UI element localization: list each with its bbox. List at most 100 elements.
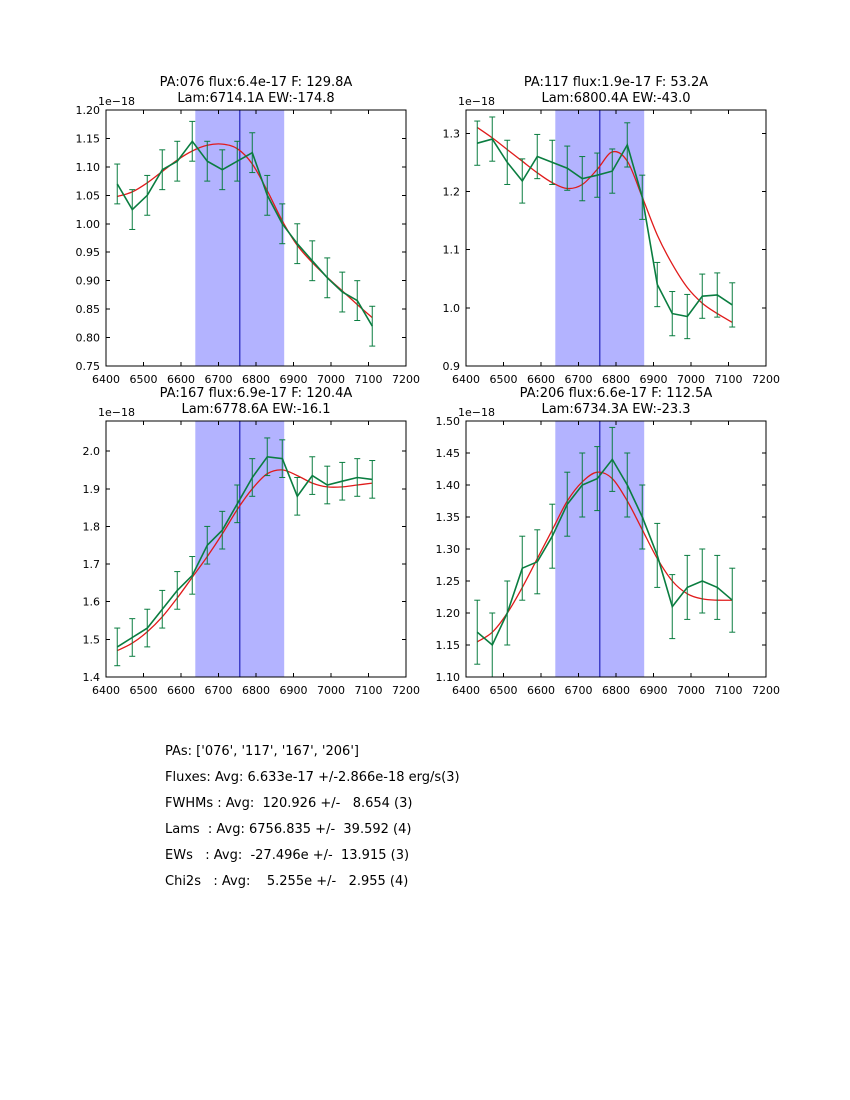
- tick-label: 7200: [752, 373, 780, 386]
- chart-title-pa117: PA:117 flux:1.9e-17 F: 53.2A Lam:6800.4A…: [466, 75, 766, 107]
- tick-label: 1.25: [436, 575, 461, 588]
- tick-label: 1.10: [76, 161, 101, 174]
- tick-label: 6400: [452, 373, 480, 386]
- tick-label: 1.20: [436, 607, 461, 620]
- tick-label: 6400: [452, 684, 480, 697]
- summary-line-pas: PAs: ['076', '117', '167', '206']: [165, 744, 359, 759]
- ticks: 6400 6500 6600 6700 6800 6900 7000 7100 7200 1.4 1…: [83, 421, 420, 697]
- tick-label: 6800: [242, 373, 270, 386]
- tick-label: 6900: [640, 373, 668, 386]
- tick-label: 7000: [317, 684, 345, 697]
- chart-pa117-plot: 6400 6500 6600 6700 6800 6900 7000 7100 7200 0.9 1…: [443, 109, 780, 386]
- tick-label: 1.5: [83, 633, 101, 646]
- tick-label: 1.3: [443, 127, 461, 140]
- chart-title-line2: Lam:6778.6A EW:-16.1: [181, 402, 331, 417]
- tick-label: 1.8: [83, 520, 101, 533]
- tick-label: 1.9: [83, 483, 101, 496]
- chart-pa167-plot: 6400 6500 6600 6700 6800 6900 7000 7100 7200 1.4 1…: [83, 420, 420, 697]
- tick-label: 6700: [565, 684, 593, 697]
- chart-pa076-plot: 6400 6500 6600 6700 6800 6900 7000 7100 7200 0.75…: [76, 105, 421, 386]
- chart-title-line1: PA:076 flux:6.4e-17 F: 129.8A: [159, 75, 353, 90]
- ticks: 6400 6500 6600 6700 6800 6900 7000 7100 7200 0.9 1…: [443, 110, 780, 386]
- fit-line: [476, 471, 733, 643]
- tick-label: 6600: [167, 684, 195, 697]
- tick-label: 1.30: [436, 543, 461, 556]
- tick-label: 7100: [715, 684, 743, 697]
- chart-title-line2: Lam:6800.4A EW:-43.0: [541, 91, 691, 106]
- fit-line: [117, 469, 373, 652]
- tick-label: 6700: [205, 373, 233, 386]
- tick-label: 6500: [130, 684, 158, 697]
- tick-label: 1.50: [436, 416, 461, 428]
- chart-title-pa076: PA:076 flux:6.4e-17 F: 129.8A Lam:6714.1…: [106, 75, 406, 107]
- summary-line-chi2s: Chi2s : Avg: 5.255e +/- 2.955 (4): [165, 874, 409, 889]
- chart-title-line1: PA:117 flux:1.9e-17 F: 53.2A: [523, 75, 709, 90]
- data-line: [116, 139, 373, 327]
- tick-label: 7000: [317, 373, 345, 386]
- summary-line-lams: Lams : Avg: 6756.835 +/- 39.592 (4): [165, 822, 412, 837]
- tick-label: 1.1: [443, 244, 461, 257]
- data-line: [477, 138, 733, 318]
- tick-label: 0.95: [76, 246, 101, 259]
- chart-title-line2: Lam:6734.3A EW:-23.3: [541, 402, 691, 417]
- tick-label: 6700: [565, 373, 593, 386]
- tick-label: 6900: [280, 684, 308, 697]
- tick-label: 6800: [242, 684, 270, 697]
- chart-title-pa167: PA:167 flux:6.9e-17 F: 120.4A Lam:6778.6…: [106, 386, 406, 418]
- summary-line-ews: EWs : Avg: -27.496e +/- 13.915 (3): [165, 848, 410, 863]
- tick-label: 1.6: [83, 596, 101, 609]
- tick-label: 6500: [130, 373, 158, 386]
- tick-label: 7100: [355, 684, 383, 697]
- tick-label: 1.05: [76, 189, 101, 202]
- summary-line-fwhms: FWHMs : Avg: 120.926 +/- 8.654 (3): [165, 796, 413, 811]
- tick-label: 0.75: [76, 360, 101, 373]
- y-offset-label: 1e−18: [98, 95, 135, 108]
- tick-label: 1.10: [436, 671, 461, 684]
- tick-label: 1.20: [76, 105, 101, 117]
- tick-label: 1.40: [436, 479, 461, 492]
- tick-label: 6600: [167, 373, 195, 386]
- data-line: [116, 455, 373, 648]
- tick-label: 1.00: [76, 218, 101, 231]
- tick-label: 7100: [355, 373, 383, 386]
- y-offset-label: 1e−18: [98, 406, 135, 419]
- tick-label: 6900: [280, 373, 308, 386]
- tick-label: 6900: [640, 684, 668, 697]
- chart-title-pa206: PA:206 flux:6.6e-17 F: 112.5A Lam:6734.3…: [466, 386, 766, 418]
- fit-line: [476, 126, 733, 323]
- y-offset-label: 1e−18: [458, 406, 495, 419]
- tick-label: 1.45: [436, 447, 461, 460]
- tick-label: 1.2: [443, 185, 461, 198]
- chart-title-line1: PA:167 flux:6.9e-17 F: 120.4A: [159, 386, 353, 401]
- tick-label: 1.4: [83, 671, 101, 684]
- chart-pa206-plot: 6400 6500 6600 6700 6800 6900 7000 7100 7200 1.10…: [436, 416, 781, 697]
- tick-label: 1.7: [83, 558, 101, 571]
- tick-label: 6400: [92, 684, 120, 697]
- tick-label: 6400: [92, 373, 120, 386]
- tick-label: 0.9: [443, 360, 461, 373]
- tick-label: 7200: [392, 684, 420, 697]
- tick-label: 1.35: [436, 511, 461, 524]
- y-offset-label: 1e−18: [458, 95, 495, 108]
- tick-label: 6700: [205, 684, 233, 697]
- tick-label: 1.15: [76, 132, 101, 145]
- tick-label: 6800: [602, 373, 630, 386]
- summary-stats: PAs: ['076', '117', '167', '206'] Fluxes…: [165, 739, 460, 895]
- summary-line-fluxes: Fluxes: Avg: 6.633e-17 +/-2.866e-18 erg/…: [165, 770, 460, 785]
- chart-title-line1: PA:206 flux:6.6e-17 F: 112.5A: [519, 386, 713, 401]
- tick-label: 6800: [602, 684, 630, 697]
- tick-label: 0.90: [76, 275, 101, 288]
- ticks: 6400 6500 6600 6700 6800 6900 7000 7100 7200 1.10…: [436, 416, 781, 697]
- tick-label: 7100: [715, 373, 743, 386]
- tick-label: 6500: [490, 373, 518, 386]
- tick-label: 6600: [527, 684, 555, 697]
- tick-label: 7200: [392, 373, 420, 386]
- tick-label: 0.85: [76, 303, 101, 316]
- tick-label: 7200: [752, 684, 780, 697]
- tick-label: 0.80: [76, 332, 101, 345]
- ticks: 6400 6500 6600 6700 6800 6900 7000 7100 7200 0.75…: [76, 105, 421, 386]
- data-line: [476, 457, 733, 647]
- tick-label: 6600: [527, 373, 555, 386]
- error-bars: [114, 437, 376, 667]
